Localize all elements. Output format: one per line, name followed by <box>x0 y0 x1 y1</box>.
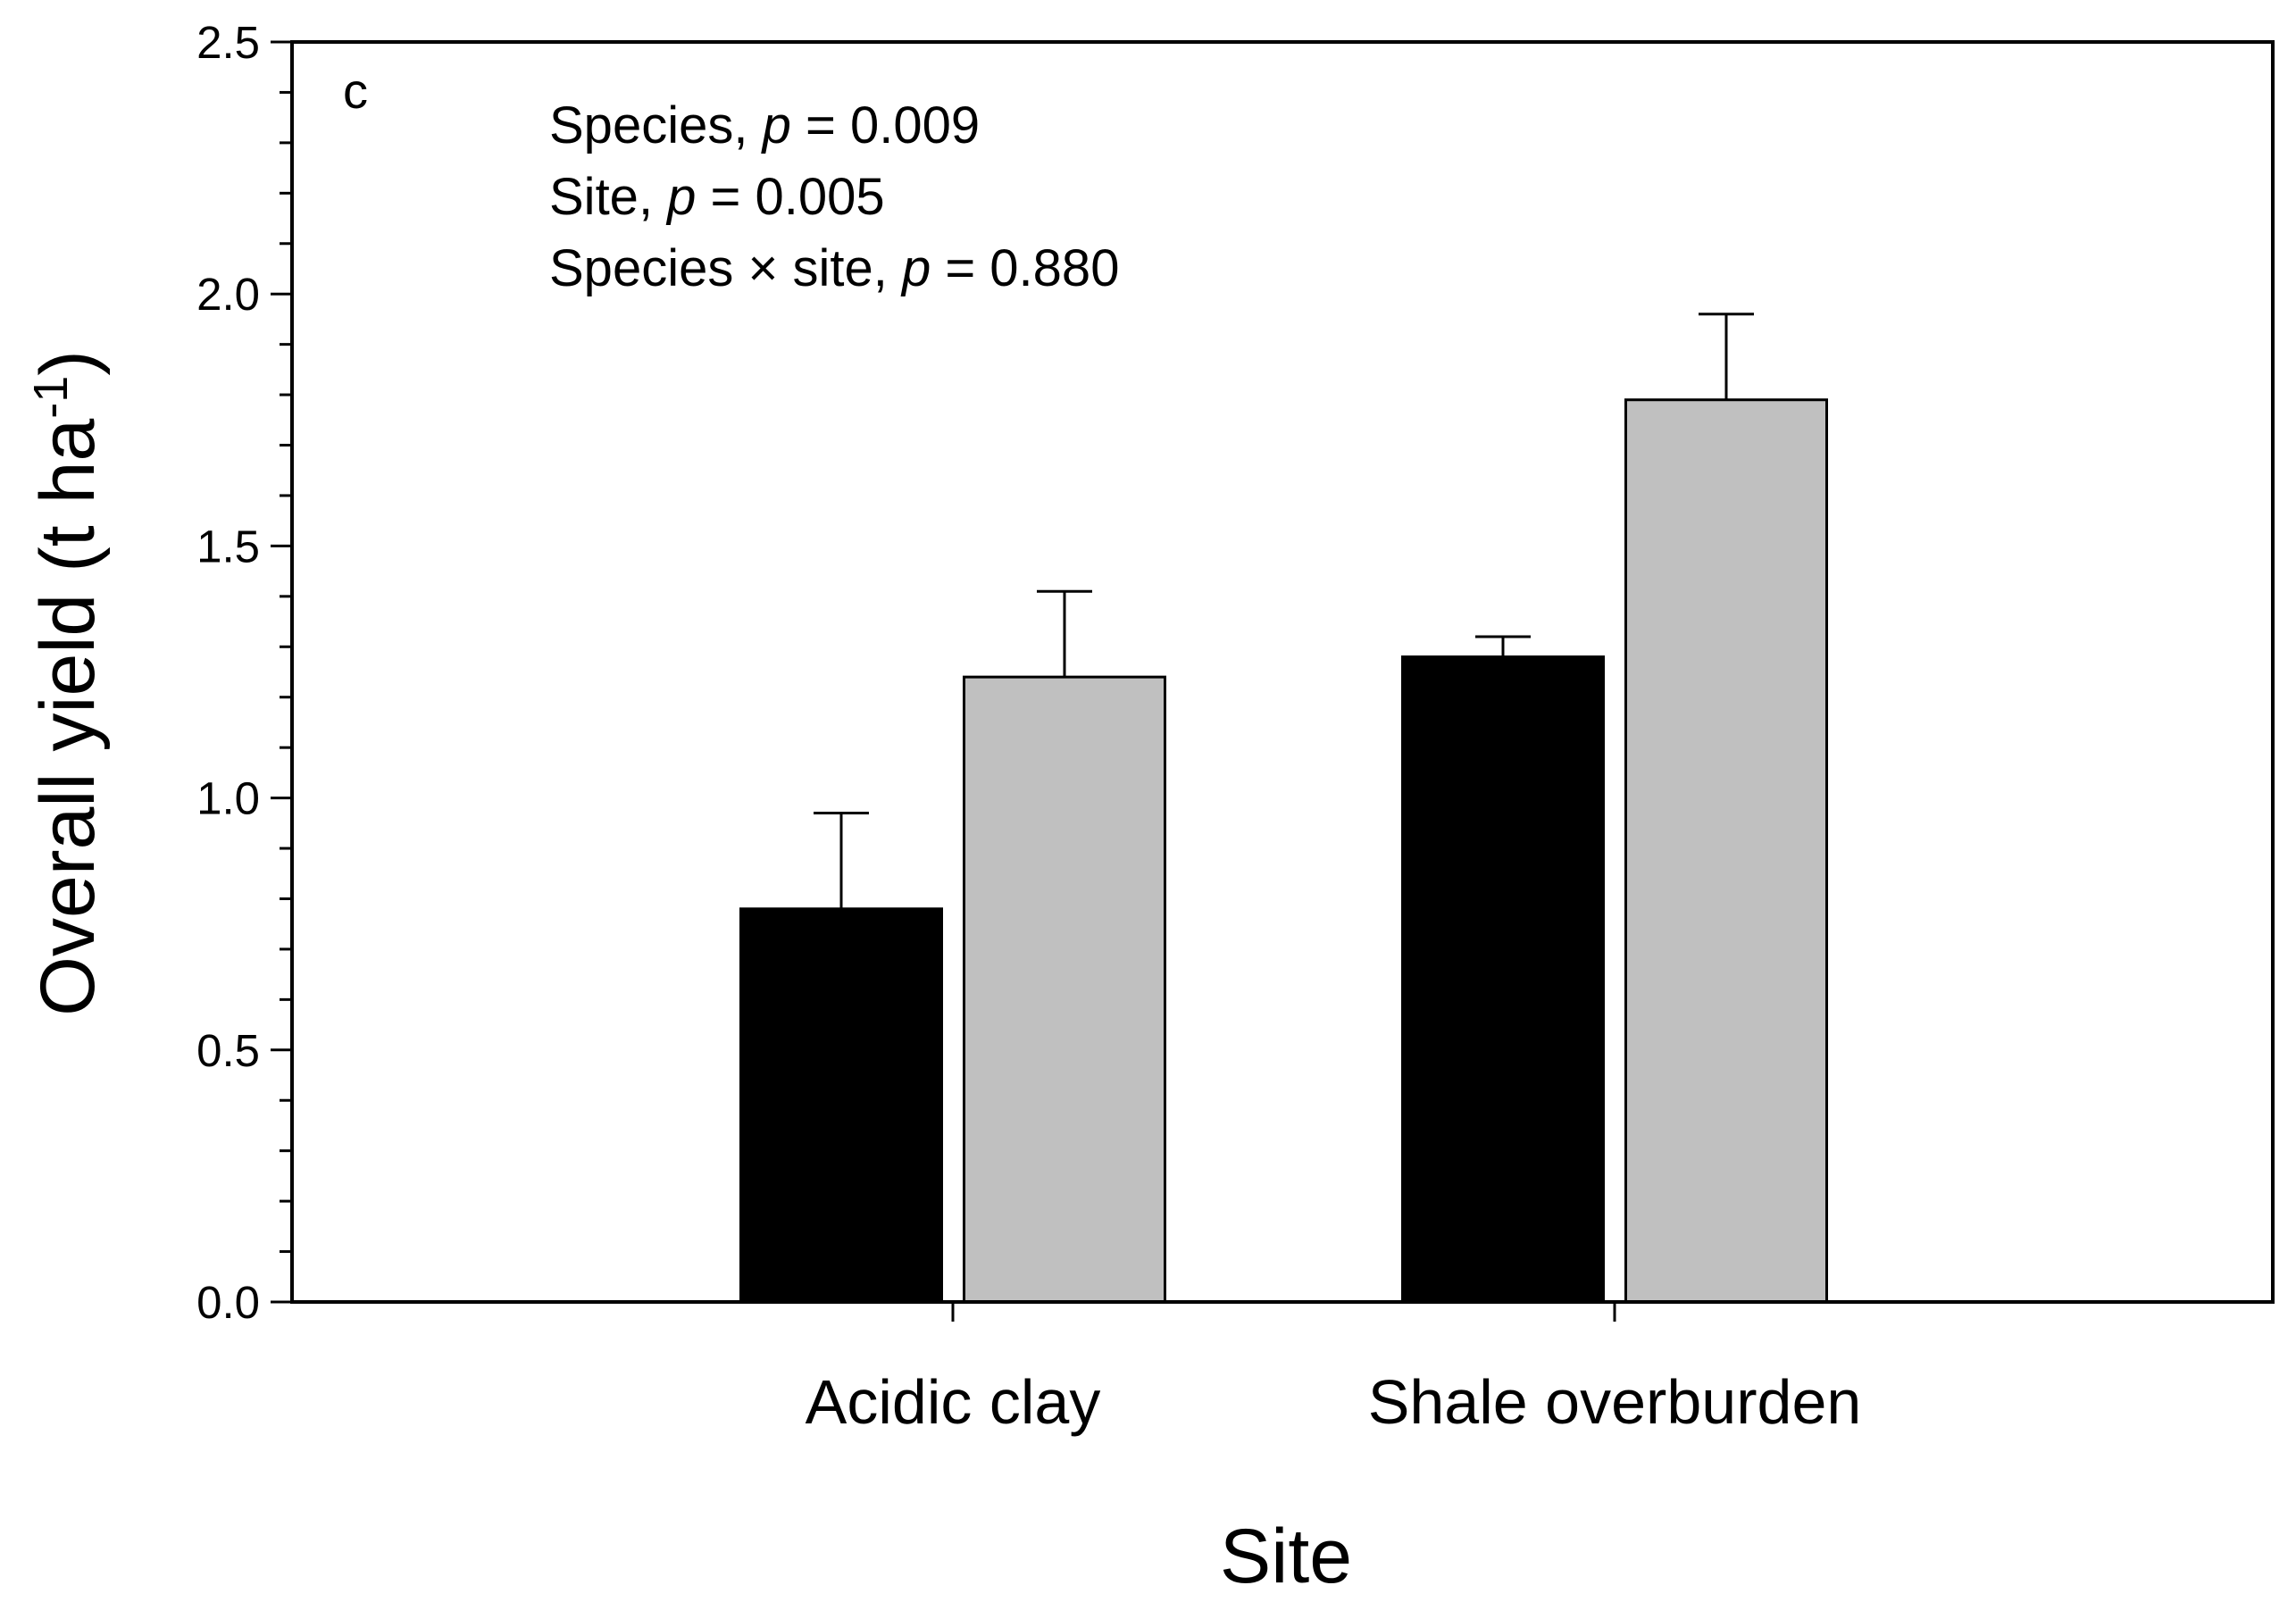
y-axis-title: Overall yield (t ha-1) <box>24 350 111 1016</box>
x-axis-title: Site <box>1220 1514 1352 1599</box>
y-tick-label: 1.5 <box>196 521 260 572</box>
error-bars-layer <box>814 313 1754 909</box>
bar-2-shale-overburden <box>1624 398 1828 1304</box>
x-tick-label: Acidic clay <box>806 1367 1101 1437</box>
stat-line-interaction: Species × site, p = 0.880 <box>549 239 1119 297</box>
bars-layer <box>739 398 1828 1304</box>
y-tick-label: 0.0 <box>196 1277 260 1328</box>
y-tick-label: 2.5 <box>196 17 260 68</box>
bar-1-acidic-clay <box>739 907 943 1304</box>
panel-label: c <box>343 63 368 119</box>
y-tick-label: 0.5 <box>196 1025 260 1076</box>
stat-line-site: Site, p = 0.005 <box>549 168 885 226</box>
plot-frame <box>290 40 2275 1304</box>
labels-layer: 0.0 0.5 1.0 1.5 2.0 2.5 Acidic clay Shale overb… <box>196 17 1861 1437</box>
y-tick-label: 1.0 <box>196 773 260 824</box>
bar-1-shale-overburden <box>1401 655 1605 1304</box>
stat-line-species: Species, p = 0.009 <box>549 96 980 154</box>
stats-annotation: Species, p = 0.009 Site, p = 0.005 Speci… <box>549 96 1119 297</box>
y-tick-label: 2.0 <box>196 269 260 320</box>
bar-2-acidic-clay <box>963 675 1166 1304</box>
ticks-layer <box>271 40 1616 1322</box>
x-tick-label: Shale overburden <box>1368 1367 1862 1437</box>
